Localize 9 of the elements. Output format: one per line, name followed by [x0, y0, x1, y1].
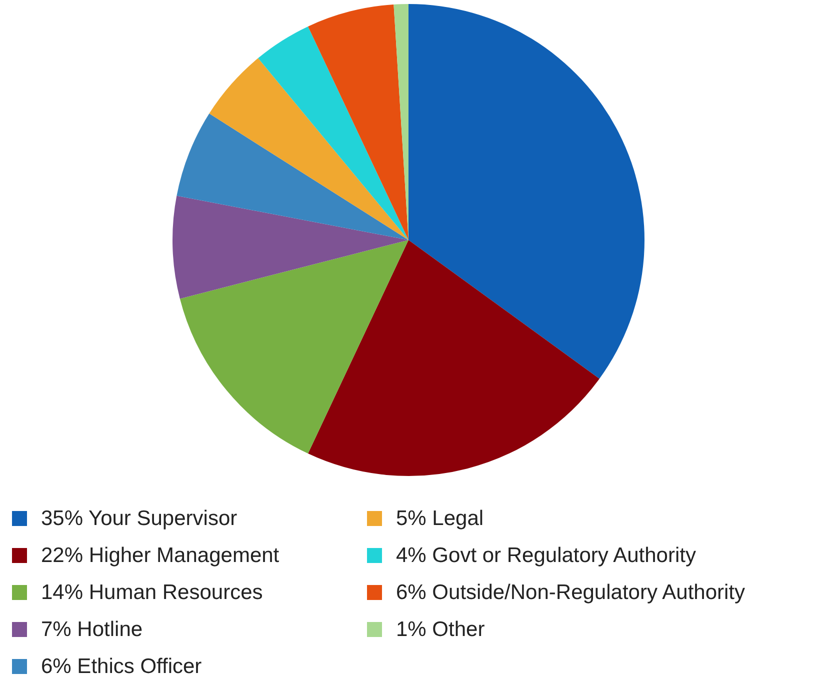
legend-label: 6% Ethics Officer	[41, 654, 202, 678]
legend-label: 14% Human Resources	[41, 580, 263, 604]
legend-label: 22% Higher Management	[41, 544, 280, 568]
legend-label: 35% Your Supervisor	[41, 506, 238, 530]
legend-label: 6% Outside/Non-Regulatory Authority	[396, 580, 746, 604]
legend-label: 7% Hotline	[41, 618, 143, 642]
legend-label: 1% Other	[396, 618, 485, 642]
legend-label: 4% Govt or Regulatory Authority	[396, 544, 696, 568]
legend-label: 5% Legal	[396, 506, 484, 530]
